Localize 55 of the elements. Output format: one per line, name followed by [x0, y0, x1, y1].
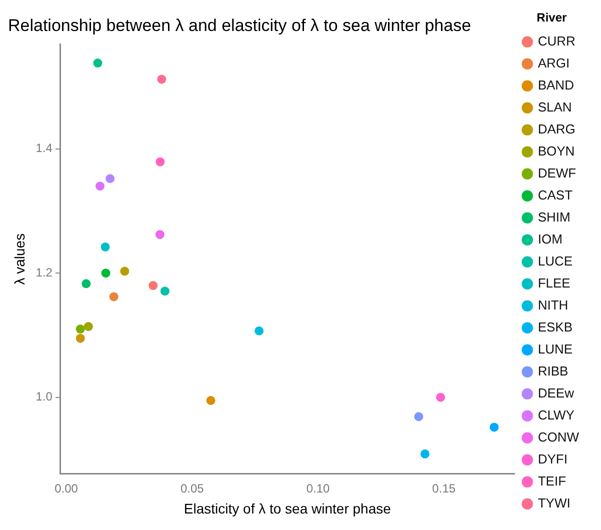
point	[100, 242, 110, 252]
legend-label: NITH	[538, 297, 568, 312]
point	[148, 281, 158, 290]
legend-label: TEIF	[538, 473, 566, 488]
legend-label: BAND	[538, 77, 574, 92]
legend-label: SLAN	[538, 99, 572, 114]
legend-label: DYFI	[538, 451, 568, 466]
point	[436, 392, 446, 402]
x-tick-label: 0.05	[180, 481, 204, 496]
legend-label: DEEw	[538, 385, 575, 400]
legend-label: FLEE	[538, 275, 571, 290]
legend-label: RIBB	[538, 363, 568, 378]
legend-label: BOYN	[538, 143, 575, 158]
x-tick-label: 0.10	[306, 481, 330, 496]
point	[160, 286, 170, 296]
point	[84, 322, 93, 332]
legend-label: LUNE	[538, 341, 573, 356]
point	[96, 182, 105, 191]
legend-label: IOM	[538, 231, 562, 246]
point	[76, 324, 85, 334]
point	[206, 396, 216, 405]
legend-label: LUCE	[538, 253, 573, 268]
legend-label: CLWY	[538, 407, 575, 422]
chart-title: Relationship between λ and elasticity of λ to sea winter phase	[8, 16, 472, 35]
legend-label: ARGI	[538, 55, 570, 70]
legend-label: CONW	[538, 429, 580, 444]
y-axis-title: λ values	[11, 233, 28, 285]
point	[420, 449, 430, 458]
point	[490, 422, 499, 432]
x-tick-label: 0.00	[54, 481, 78, 496]
legend-label: CURR	[538, 33, 576, 48]
y-tick-label: 1.2	[36, 265, 53, 280]
legend-label: DEWF	[538, 165, 576, 180]
point	[109, 292, 118, 302]
y-tick-label: 1.4	[36, 141, 53, 156]
point	[414, 412, 424, 422]
legend-label: ESKB	[538, 319, 573, 334]
point	[120, 266, 130, 276]
point	[254, 326, 264, 336]
x-tick-label: 0.15	[432, 481, 456, 496]
legend-title: River	[536, 10, 568, 24]
x-axis-title: Elasticity of λ to sea winter phase	[184, 500, 392, 516]
point	[76, 334, 85, 343]
point	[82, 279, 91, 288]
point	[155, 230, 164, 240]
legend-label: DARG	[538, 121, 576, 136]
point	[93, 58, 102, 68]
point	[157, 74, 166, 84]
legend-label: SHIM	[538, 209, 570, 224]
point	[106, 174, 115, 184]
point	[101, 268, 110, 278]
point	[156, 157, 165, 166]
y-tick-label: 1.0	[36, 390, 53, 404]
legend-label: TYWI	[538, 495, 570, 510]
legend-label: CAST	[538, 187, 573, 202]
